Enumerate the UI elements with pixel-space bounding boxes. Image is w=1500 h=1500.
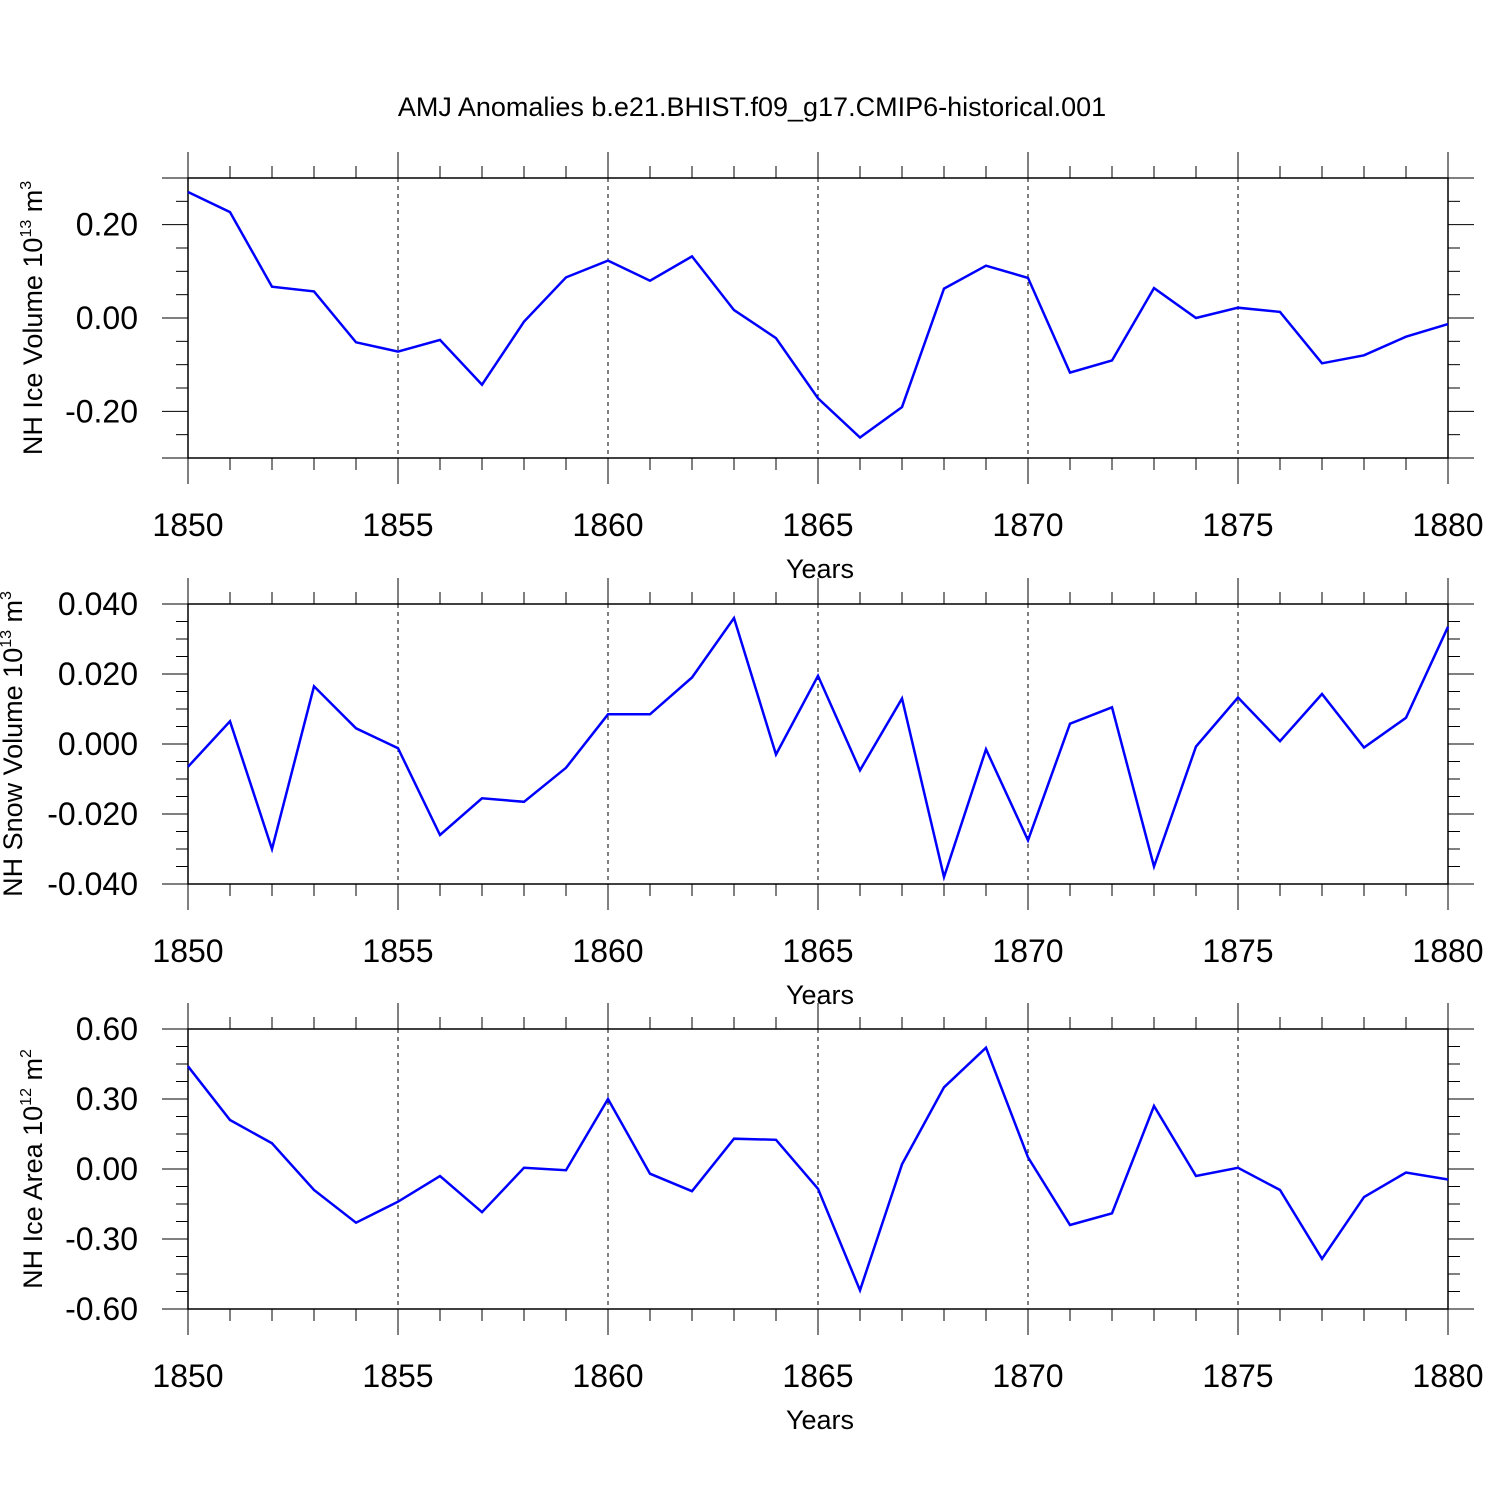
x-tick-label: 1875	[1202, 507, 1273, 543]
x-tick-label: 1850	[152, 1358, 223, 1394]
x-tick-label: 1855	[362, 507, 433, 543]
x-tick-label: 1850	[152, 507, 223, 543]
x-tick-label: 1880	[1412, 507, 1483, 543]
y-tick-label: 0.020	[58, 656, 138, 692]
x-tick-label: 1880	[1412, 1358, 1483, 1394]
x-axis-title: Years	[786, 1405, 854, 1435]
series-line	[187, 190, 1449, 440]
y-tick-label: -0.30	[65, 1221, 138, 1257]
x-tick-label: 1850	[152, 933, 223, 969]
x-tick-label: 1865	[782, 1358, 853, 1394]
y-tick-label: -0.020	[47, 796, 138, 832]
x-tick-label: 1855	[362, 933, 433, 969]
panel-2: -0.040 -0.020 0.000 0.020 0.040 1850 1855 1860 1…	[0, 578, 1484, 1010]
y-tick-label: 0.000	[58, 726, 138, 762]
y-tick-label: 0.00	[76, 300, 138, 336]
x-tick-label: 1865	[782, 507, 853, 543]
x-tick-label: 1865	[782, 933, 853, 969]
x-tick-label: 1880	[1412, 933, 1483, 969]
x-tick-label: 1875	[1202, 1358, 1273, 1394]
x-axis-title: Years	[786, 554, 854, 584]
y-tick-label: 0.040	[58, 586, 138, 622]
y-tick-label: 0.00	[76, 1151, 138, 1187]
y-tick-label: 0.20	[76, 207, 138, 243]
panel-1: -0.20 0.00 0.20 1850 1855 1860 1865 1870 1875 188…	[18, 152, 1484, 584]
x-tick-label: 1860	[572, 507, 643, 543]
y-tick-label: 0.30	[76, 1081, 138, 1117]
y-tick-label: -0.60	[65, 1291, 138, 1327]
y-axis-title: NH Ice Area 1012 m2	[18, 1049, 48, 1289]
y-axis-title: NH Ice Volume 1013 m3	[18, 181, 48, 455]
chart-title: AMJ Anomalies b.e21.BHIST.f09_g17.CMIP6-…	[398, 92, 1106, 122]
x-axis-title: Years	[786, 980, 854, 1010]
x-tick-label: 1860	[572, 1358, 643, 1394]
x-tick-label: 1870	[992, 933, 1063, 969]
y-tick-label: -0.040	[47, 866, 138, 902]
series-line	[187, 1045, 1449, 1294]
panel-3: -0.60 -0.30 0.00 0.30 0.60 1850 1855 1860 1865 18…	[18, 1003, 1484, 1435]
panels: -0.20 0.00 0.20 1850 1855 1860 1865 1870 1875 188…	[0, 152, 1484, 1435]
x-tick-label: 1875	[1202, 933, 1273, 969]
y-axis-title: NH Snow Volume 1013 m3	[0, 591, 28, 897]
x-tick-label: 1855	[362, 1358, 433, 1394]
x-tick-label: 1870	[992, 1358, 1063, 1394]
series-line	[187, 615, 1450, 882]
y-tick-label: -0.20	[65, 393, 138, 429]
y-tick-label: 0.60	[76, 1011, 138, 1047]
x-tick-label: 1870	[992, 507, 1063, 543]
x-tick-label: 1860	[572, 933, 643, 969]
